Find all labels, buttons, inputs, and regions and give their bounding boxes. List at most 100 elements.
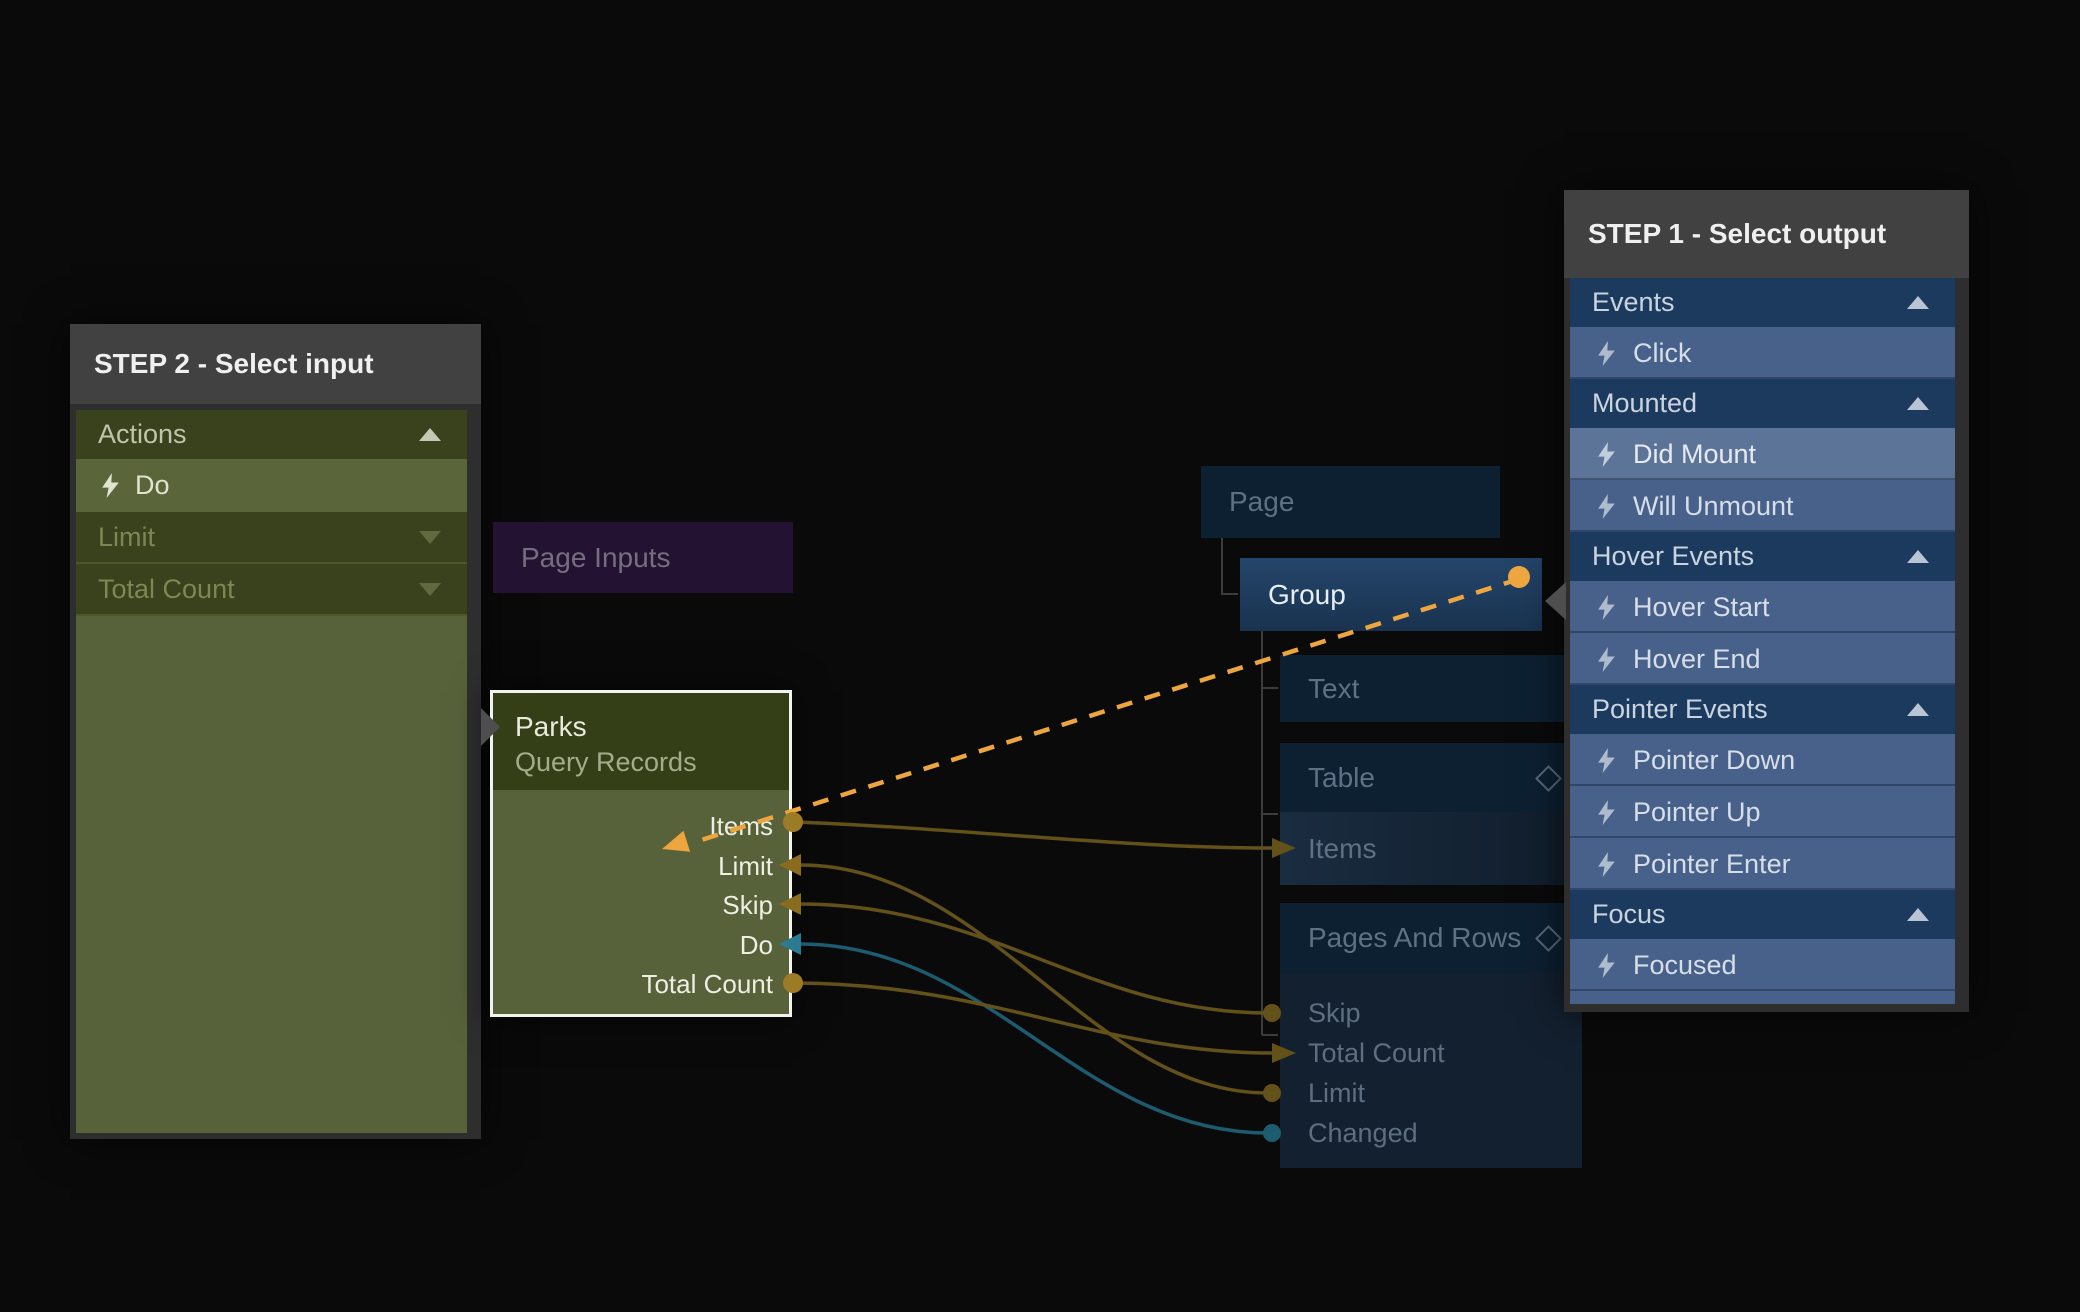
tree-node-pages-and-rows[interactable]: Pages And Rows: [1280, 903, 1582, 973]
step2-section-total-count[interactable]: Total Count: [76, 564, 467, 616]
guide-line-page-group: [1221, 538, 1238, 595]
chevron-down-icon: [419, 530, 441, 544]
chevron-up-icon: [1907, 703, 1929, 716]
tree-node-label: Table: [1308, 761, 1375, 793]
section-label: Limit: [98, 521, 156, 552]
tree-node-label: Page: [1229, 486, 1295, 517]
tree-node-page[interactable]: Page: [1201, 466, 1500, 538]
step1-option-focused[interactable]: Focused: [1570, 939, 1955, 991]
wire-limit-from-pages-and-rows[interactable]: [799, 863, 1269, 1095]
chevron-up-icon: [419, 428, 441, 441]
parks-query-records-node[interactable]: Parks Query Records Items Limit Skip Do …: [490, 690, 792, 1017]
step1-section-mounted[interactable]: Mounted: [1570, 379, 1955, 428]
option-label: Hover End: [1633, 643, 1761, 674]
step1-panel-pointer-arrow: [1545, 582, 1566, 620]
option-label: Pointer Down: [1633, 744, 1796, 775]
lightning-icon: [1598, 441, 1615, 467]
port-total-count[interactable]: Total Count: [1308, 1038, 1445, 1068]
step1-panel-body: Events Click Mounted Did Mount Will Unmo…: [1570, 278, 1955, 1004]
option-label: Did Mount: [1633, 438, 1757, 469]
tree-node-text[interactable]: Text: [1280, 655, 1582, 722]
parks-node-subtitle: Query Records: [515, 747, 697, 777]
section-label: Events: [1592, 287, 1675, 317]
parks-port-do[interactable]: Do: [739, 930, 773, 960]
step1-section-events[interactable]: Events: [1570, 278, 1955, 327]
option-label: Hover Start: [1633, 591, 1770, 622]
lightning-icon: [1598, 493, 1615, 519]
port-skip[interactable]: Skip: [1308, 998, 1361, 1028]
option-label: Click: [1633, 337, 1692, 368]
parks-port-total-count[interactable]: Total Count: [641, 969, 773, 999]
tree-node-group[interactable]: Group: [1240, 558, 1542, 631]
step1-select-output-panel: STEP 1 - Select output Events Click Moun…: [1564, 190, 1969, 1012]
step1-title-text: STEP 1 - Select output: [1588, 218, 1887, 249]
chevron-down-icon: [419, 582, 441, 596]
section-label: Mounted: [1592, 388, 1698, 418]
wire-skip-from-pages-and-rows[interactable]: [799, 902, 1269, 1015]
step1-option-clipped: [1570, 991, 1955, 1004]
wire-endpoint-changed: [1263, 1124, 1281, 1142]
tree-node-label: Group: [1268, 578, 1346, 610]
tree-node-label: Text: [1308, 672, 1360, 704]
step2-panel-body: Actions Do Limit Total Count: [76, 410, 467, 1133]
step1-option-pointer-up[interactable]: Pointer Up: [1570, 786, 1955, 838]
step1-section-hover-events[interactable]: Hover Events: [1570, 532, 1955, 581]
tree-node-table[interactable]: Table: [1280, 743, 1582, 812]
chevron-up-icon: [1907, 550, 1929, 563]
parks-port-items[interactable]: Items: [709, 811, 773, 841]
diamond-icon: [1535, 764, 1562, 792]
step2-section-actions[interactable]: Actions: [76, 410, 467, 459]
step1-option-did-mount[interactable]: Did Mount: [1570, 428, 1955, 480]
wire-do-from-changed[interactable]: [799, 942, 1269, 1135]
step2-section-limit[interactable]: Limit: [76, 512, 467, 564]
step1-option-pointer-enter[interactable]: Pointer Enter: [1570, 838, 1955, 890]
step1-section-pointer-events[interactable]: Pointer Events: [1570, 685, 1955, 734]
diamond-icon: [1535, 925, 1562, 952]
port-changed[interactable]: Changed: [1308, 1118, 1418, 1148]
parks-port-skip[interactable]: Skip: [722, 890, 773, 920]
chevron-up-icon: [1907, 397, 1929, 410]
lightning-icon: [1598, 851, 1615, 877]
step1-option-click[interactable]: Click: [1570, 327, 1955, 379]
wire-endpoint-skip: [1263, 1004, 1281, 1022]
tree-node-label: Items: [1308, 832, 1377, 864]
step2-select-input-panel: STEP 2 - Select input Actions Do Limit T…: [70, 324, 481, 1139]
lightning-icon: [1598, 340, 1615, 366]
chevron-up-icon: [1907, 908, 1929, 921]
step1-option-pointer-down[interactable]: Pointer Down: [1570, 734, 1955, 786]
table-input-items[interactable]: Items: [1280, 812, 1582, 885]
step2-title-text: STEP 2 - Select input: [94, 348, 374, 379]
option-label: Pointer Up: [1633, 796, 1761, 827]
step1-option-hover-end[interactable]: Hover End: [1570, 633, 1955, 685]
page-inputs-node[interactable]: Page Inputs: [493, 522, 793, 593]
lightning-icon: [1598, 952, 1615, 978]
wire-total-count-to-pages-and-rows[interactable]: [792, 981, 1273, 1055]
lightning-icon: [1598, 594, 1615, 620]
option-label: Do: [135, 470, 170, 500]
lightning-icon: [1598, 747, 1615, 773]
parks-port-limit[interactable]: Limit: [718, 851, 773, 881]
tree-node-label: Pages And Rows: [1308, 922, 1522, 953]
step1-section-focus[interactable]: Focus: [1570, 890, 1955, 939]
option-label: Will Unmount: [1633, 490, 1794, 521]
pages-and-rows-ports: Skip Total Count Limit Changed: [1280, 973, 1582, 1168]
lightning-icon: [102, 473, 119, 498]
step2-panel-empty-area: [76, 616, 467, 1133]
parks-node-title: Parks: [515, 711, 587, 742]
section-label: Pointer Events: [1592, 694, 1768, 724]
section-label: Actions: [98, 419, 187, 449]
chevron-up-icon: [1907, 296, 1929, 309]
port-limit[interactable]: Limit: [1308, 1078, 1366, 1108]
step2-option-do[interactable]: Do: [76, 459, 467, 512]
step1-option-will-unmount[interactable]: Will Unmount: [1570, 480, 1955, 532]
step2-panel-title: STEP 2 - Select input: [70, 324, 481, 404]
section-label: Focus: [1592, 899, 1666, 929]
lightning-icon: [1598, 646, 1615, 672]
wire-items-to-table-items[interactable]: [792, 820, 1273, 850]
option-label: Focused: [1633, 949, 1737, 980]
page-inputs-label: Page Inputs: [521, 541, 671, 573]
section-label: Total Count: [98, 573, 235, 604]
step1-panel-title: STEP 1 - Select output: [1564, 190, 1969, 278]
step1-option-hover-start[interactable]: Hover Start: [1570, 581, 1955, 633]
